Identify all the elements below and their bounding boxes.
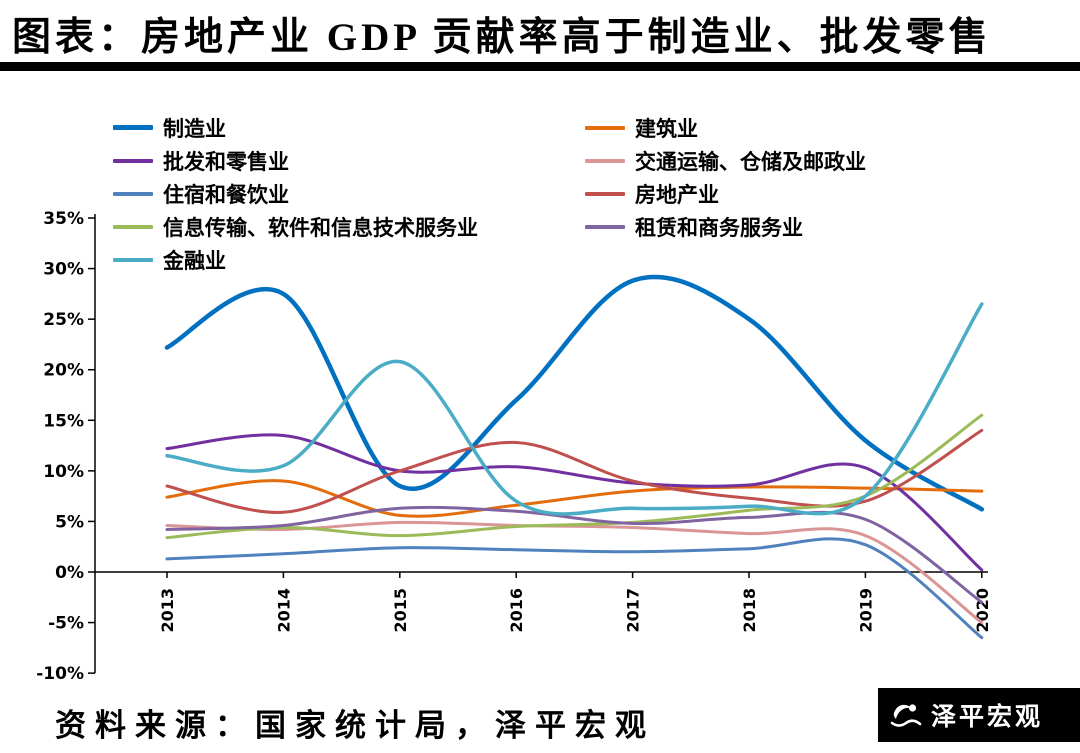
legend-swatch-1 (585, 125, 625, 130)
legend-label-8: 金融业 (163, 248, 226, 273)
legend-item-8: 金融业 (113, 243, 478, 276)
brand-box: 泽平宏观 (878, 688, 1080, 742)
legend-item-5: 房地产业 (585, 177, 866, 210)
gdp-contribution-line-chart: 35% 30% 25% 20% 15% 10% 5% 0% -5% -10% 2013 2014 201… (0, 195, 1080, 700)
x-tick-label: 2016 (507, 588, 526, 633)
x-tick-label: 2020 (973, 588, 992, 633)
legend-swatch-4 (113, 191, 153, 196)
y-tick-label: 5% (55, 512, 84, 532)
legend-swatch-6 (113, 224, 153, 229)
brand-logo-icon (890, 700, 922, 730)
series-line-2 (165, 433, 984, 572)
legend-label-2: 批发和零售业 (163, 149, 289, 174)
series-line-0 (164, 274, 985, 512)
legend-label-1: 建筑业 (635, 116, 698, 141)
y-tick-label: 35% (43, 209, 84, 229)
y-tick-label: 20% (43, 361, 84, 381)
legend-item-2: 批发和零售业 (113, 144, 478, 177)
legend-item-6: 信息传输、软件和信息技术服务业 (113, 210, 478, 243)
legend-item-3: 交通运输、仓储及邮政业 (585, 144, 866, 177)
title-divider (0, 62, 1080, 71)
y-tick-label: -10% (36, 664, 84, 684)
legend-swatch-7 (585, 224, 625, 229)
legend-label-3: 交通运输、仓储及邮政业 (635, 149, 866, 174)
legend-item-0: 制造业 (113, 111, 478, 144)
brand-name: 泽平宏观 (931, 704, 1044, 731)
legend-label-0: 制造业 (163, 116, 226, 141)
chart-svg: 35% 30% 25% 20% 15% 10% 5% 0% -5% -10% 2013 2014 201… (36, 209, 992, 684)
series-line-7 (165, 505, 984, 604)
legend-item-7: 租赁和商务服务业 (585, 210, 866, 243)
legend-swatch-3 (585, 158, 625, 163)
x-tick-label: 2013 (158, 588, 177, 633)
x-tick-label: 2019 (856, 588, 875, 633)
x-tick-label: 2017 (624, 588, 643, 633)
y-tick-label: -5% (48, 614, 84, 634)
legend-swatch-2 (113, 158, 153, 163)
x-tick-label: 2014 (274, 588, 293, 633)
series-line-4 (165, 537, 984, 640)
legend-swatch-5 (585, 191, 625, 196)
legend-label-4: 住宿和餐饮业 (163, 182, 289, 207)
legend-swatch-0 (113, 125, 153, 130)
legend-label-7: 租赁和商务服务业 (635, 215, 803, 240)
page-title: 图表：房地产业 GDP 贡献率高于制造业、批发零售 (12, 16, 992, 59)
legend-left-column: 制造业批发和零售业 住宿和餐饮业信息传输、软件和信息技术服务业 金融业 (113, 111, 478, 276)
y-tick-label: 30% (43, 260, 84, 280)
legend-right-column: 建筑业交通运输、仓储及邮政业 房地产业租赁和商务服务业 (585, 111, 866, 243)
legend-label-6: 信息传输、软件和信息技术服务业 (163, 215, 478, 240)
series-line-8 (165, 302, 984, 516)
y-tick-label: 15% (43, 411, 84, 431)
series-line-1 (165, 479, 984, 518)
y-tick-label: 25% (43, 310, 84, 330)
x-tick-label: 2018 (740, 588, 759, 633)
legend-swatch-8 (113, 257, 153, 262)
legend-item-1: 建筑业 (585, 111, 866, 144)
x-tick-label: 2015 (391, 588, 410, 633)
source-note: 资料来源：国家统计局，泽平宏观 (55, 708, 655, 743)
y-tick-label: 10% (43, 462, 84, 482)
y-tick-label: 0% (55, 563, 84, 583)
legend-label-5: 房地产业 (635, 182, 719, 207)
legend-item-4: 住宿和餐饮业 (113, 177, 478, 210)
